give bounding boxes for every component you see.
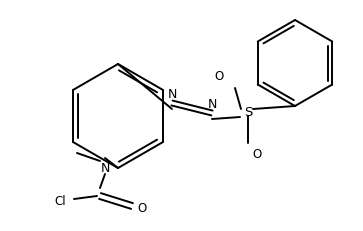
- Text: O: O: [215, 69, 224, 82]
- Text: S: S: [244, 106, 252, 119]
- Text: O: O: [137, 202, 147, 215]
- Text: N: N: [100, 162, 110, 175]
- Text: Cl: Cl: [54, 195, 66, 208]
- Text: N: N: [207, 98, 217, 111]
- Text: O: O: [252, 148, 262, 161]
- Text: N: N: [167, 88, 177, 101]
